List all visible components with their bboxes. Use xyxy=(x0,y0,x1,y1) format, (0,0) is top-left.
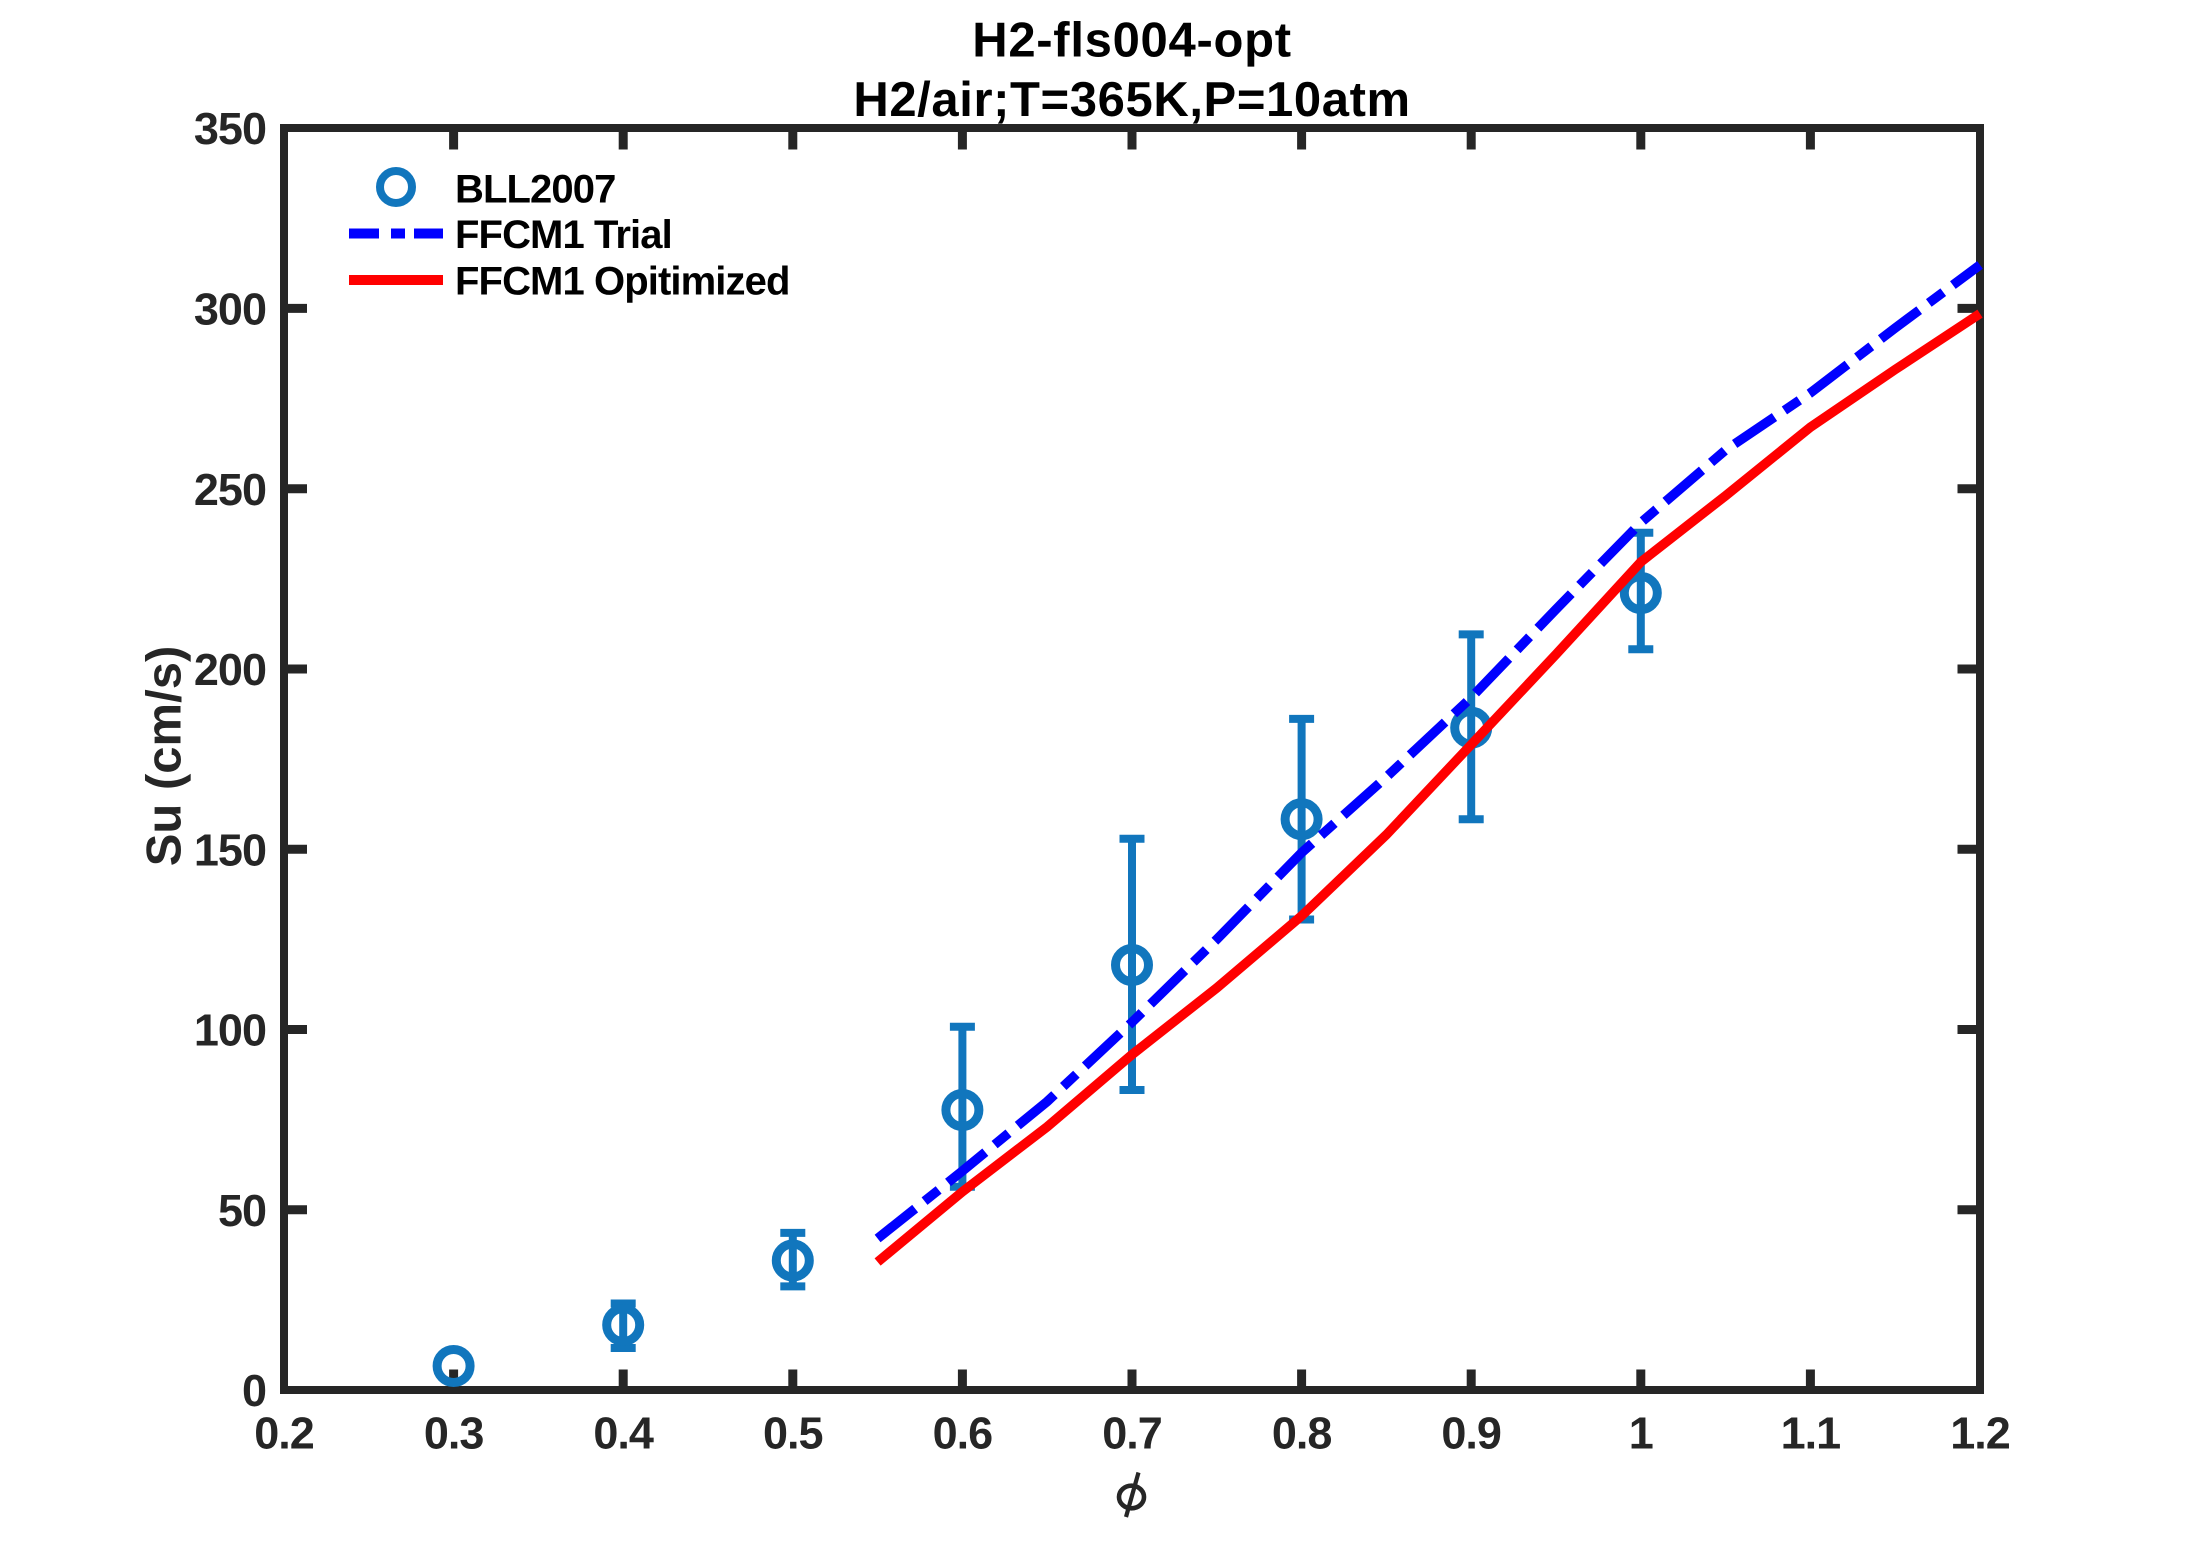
svg-text:350: 350 xyxy=(194,103,266,154)
svg-text:FFCM1 Trial: FFCM1 Trial xyxy=(455,213,672,257)
svg-text:0.2: 0.2 xyxy=(254,1408,314,1459)
svg-text:0: 0 xyxy=(242,1365,266,1416)
svg-text:Su (cm/s): Su (cm/s) xyxy=(138,646,192,867)
svg-text:H2/air;T=365K,P=10atm: H2/air;T=365K,P=10atm xyxy=(853,73,1410,127)
svg-text:1.1: 1.1 xyxy=(1781,1408,1841,1459)
svg-text:0.6: 0.6 xyxy=(933,1408,993,1459)
svg-text:250: 250 xyxy=(194,464,266,515)
svg-text:300: 300 xyxy=(194,284,266,335)
svg-text:0.3: 0.3 xyxy=(424,1408,484,1459)
svg-text:150: 150 xyxy=(194,824,266,875)
svg-text:BLL2007: BLL2007 xyxy=(455,168,615,212)
svg-text:0.7: 0.7 xyxy=(1102,1408,1162,1459)
svg-text:1: 1 xyxy=(1629,1408,1653,1459)
svg-text:0.9: 0.9 xyxy=(1441,1408,1501,1459)
svg-text:0.4: 0.4 xyxy=(593,1408,654,1459)
svg-text:0.5: 0.5 xyxy=(763,1408,823,1459)
svg-text:1.2: 1.2 xyxy=(1950,1408,2010,1459)
svg-text:100: 100 xyxy=(194,1005,266,1056)
svg-text:FFCM1 Opitimized: FFCM1 Opitimized xyxy=(455,260,790,304)
svg-text:0.8: 0.8 xyxy=(1272,1408,1332,1459)
svg-text:50: 50 xyxy=(218,1185,266,1236)
svg-text:H2-fls004-opt: H2-fls004-opt xyxy=(972,14,1292,68)
svg-text:200: 200 xyxy=(194,644,266,695)
